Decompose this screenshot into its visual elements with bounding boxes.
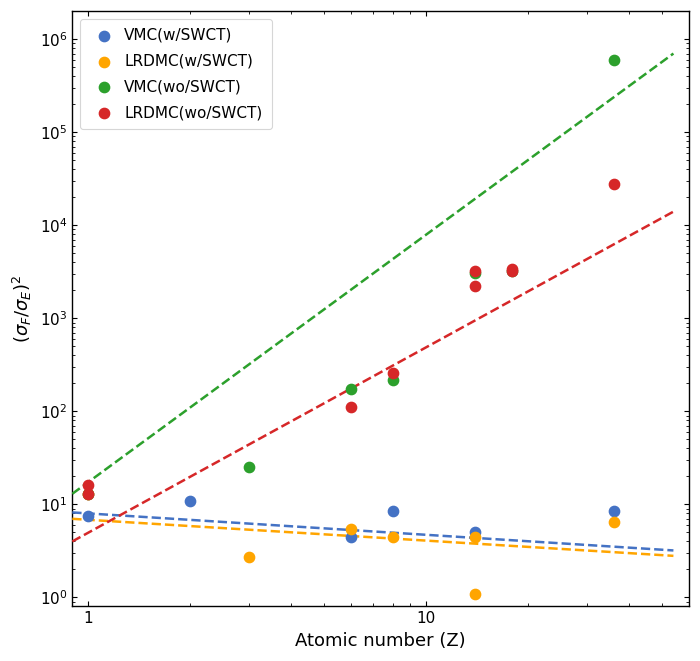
LRDMC(w/SWCT) bbox=[244, 552, 255, 563]
VMC(wo/SWCT) bbox=[608, 54, 620, 65]
VMC(wo/SWCT) bbox=[470, 267, 481, 278]
Y-axis label: ($\sigma_F/\sigma_E)^2$: ($\sigma_F/\sigma_E)^2$ bbox=[11, 275, 34, 343]
Legend: VMC(w/SWCT), LRDMC(w/SWCT), VMC(wo/SWCT), LRDMC(wo/SWCT): VMC(w/SWCT), LRDMC(w/SWCT), VMC(wo/SWCT)… bbox=[80, 19, 272, 129]
LRDMC(w/SWCT) bbox=[345, 524, 356, 534]
LRDMC(wo/SWCT) bbox=[345, 402, 356, 412]
VMC(wo/SWCT) bbox=[507, 266, 518, 276]
VMC(wo/SWCT) bbox=[345, 383, 356, 394]
VMC(w/SWCT) bbox=[184, 495, 195, 506]
LRDMC(wo/SWCT) bbox=[507, 266, 518, 276]
LRDMC(wo/SWCT) bbox=[507, 264, 518, 274]
VMC(w/SWCT) bbox=[388, 506, 399, 516]
LRDMC(wo/SWCT) bbox=[608, 178, 620, 189]
VMC(wo/SWCT) bbox=[82, 488, 93, 499]
LRDMC(w/SWCT) bbox=[82, 488, 93, 499]
VMC(wo/SWCT) bbox=[244, 462, 255, 473]
LRDMC(w/SWCT) bbox=[470, 588, 481, 599]
LRDMC(w/SWCT) bbox=[470, 531, 481, 542]
VMC(w/SWCT) bbox=[470, 527, 481, 537]
LRDMC(wo/SWCT) bbox=[470, 266, 481, 276]
LRDMC(w/SWCT) bbox=[608, 516, 620, 527]
LRDMC(wo/SWCT) bbox=[82, 488, 93, 499]
VMC(wo/SWCT) bbox=[388, 375, 399, 386]
VMC(w/SWCT) bbox=[82, 511, 93, 522]
VMC(w/SWCT) bbox=[608, 506, 620, 516]
VMC(w/SWCT) bbox=[345, 531, 356, 542]
X-axis label: Atomic number (Z): Atomic number (Z) bbox=[295, 632, 466, 650]
LRDMC(w/SWCT) bbox=[388, 531, 399, 542]
LRDMC(wo/SWCT) bbox=[388, 368, 399, 378]
LRDMC(wo/SWCT) bbox=[470, 281, 481, 292]
LRDMC(wo/SWCT) bbox=[82, 480, 93, 490]
